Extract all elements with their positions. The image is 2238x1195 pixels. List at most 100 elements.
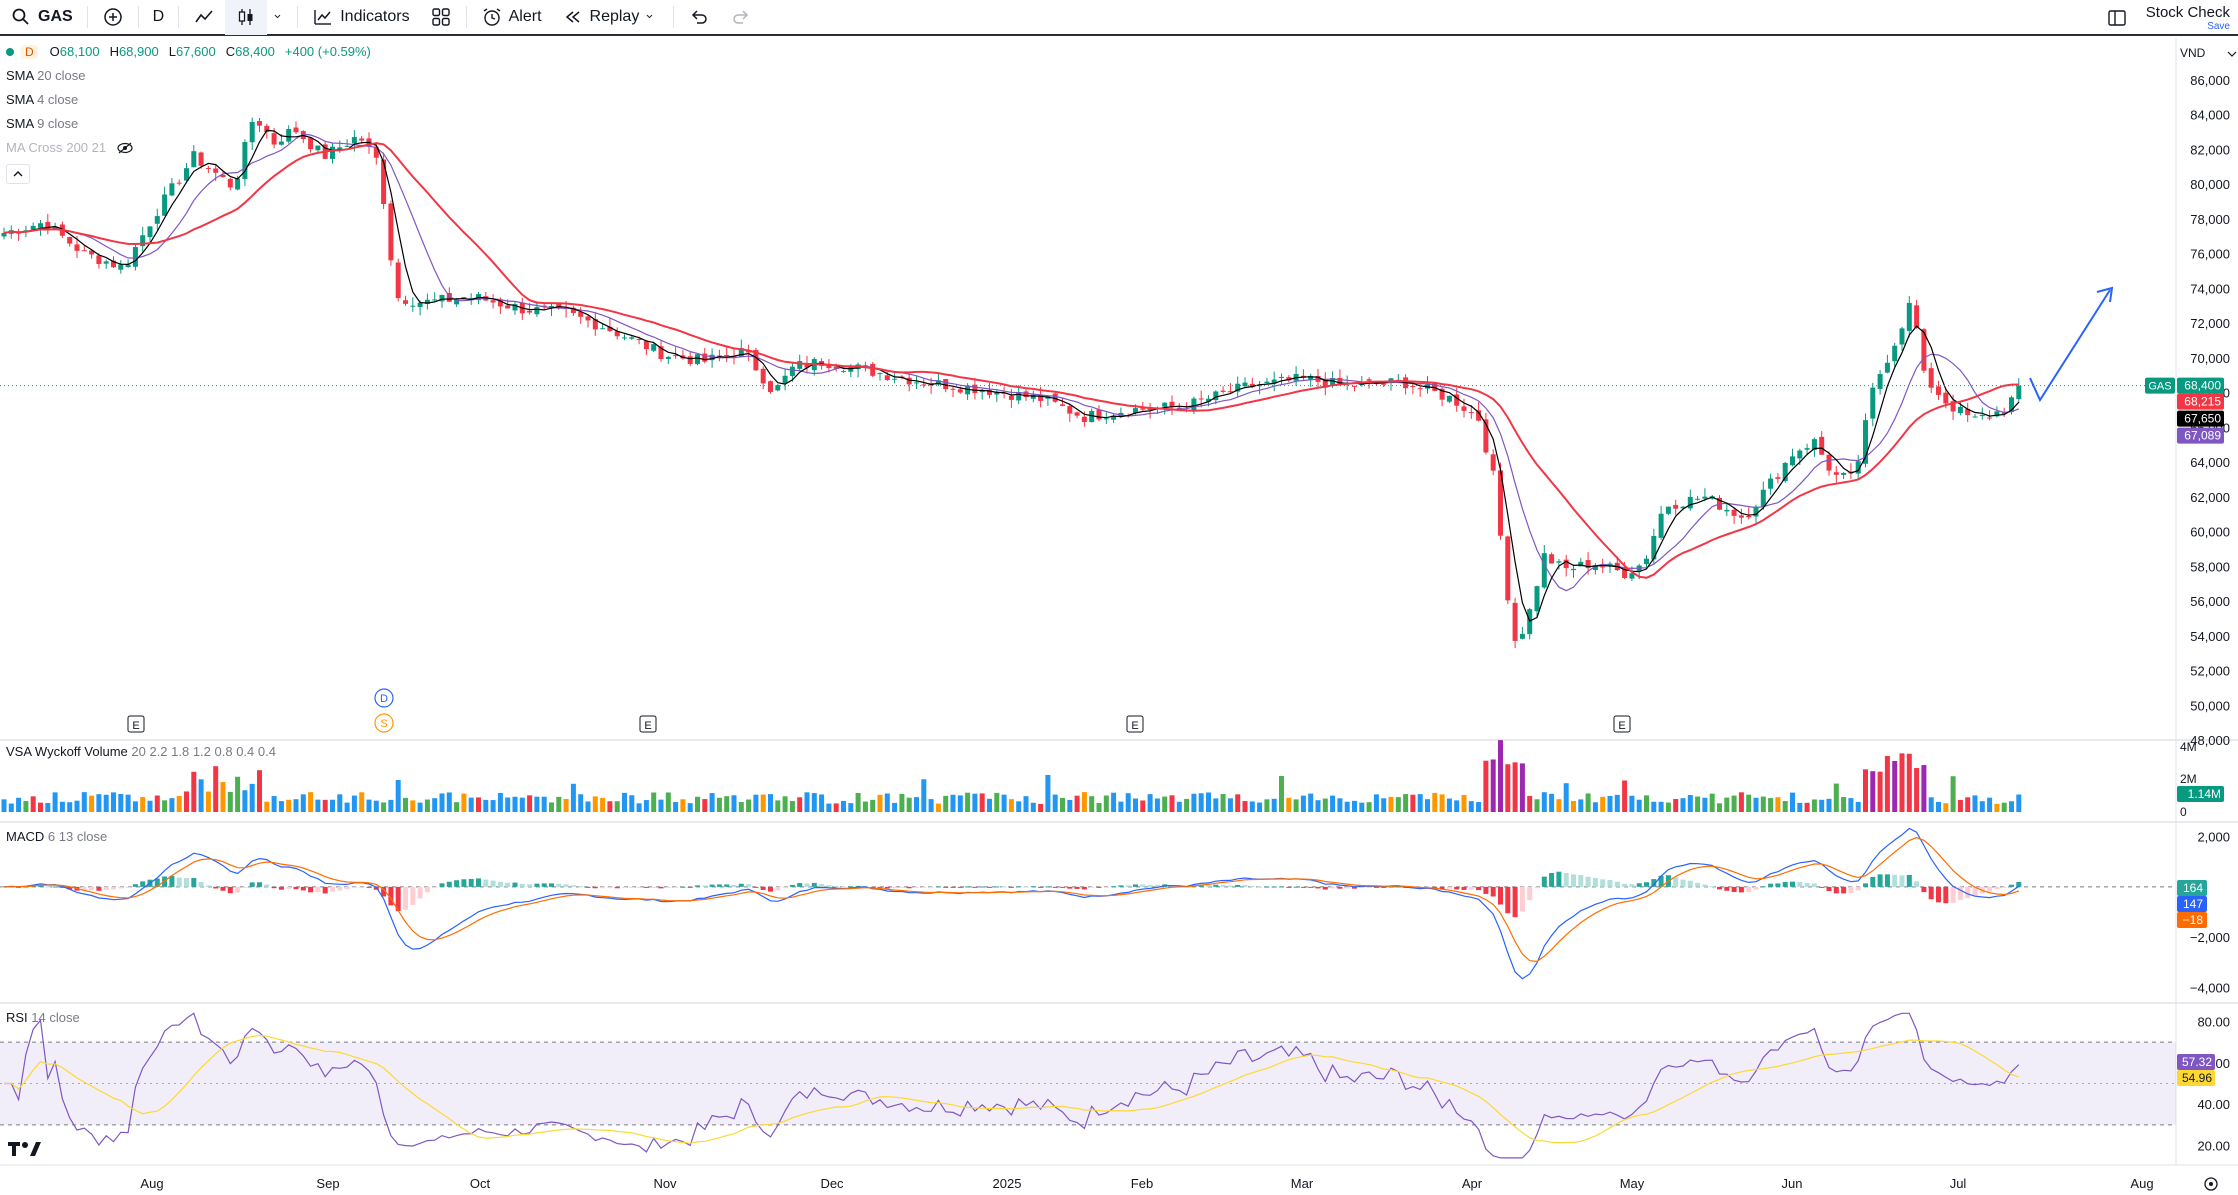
candle-body — [950, 388, 956, 390]
volume-bar — [2016, 794, 2022, 812]
study-params: 4 close — [37, 92, 79, 107]
candle-body — [1841, 472, 1847, 475]
candle-body — [1819, 436, 1825, 455]
candle-body — [841, 370, 846, 372]
volume-bar — [541, 796, 547, 812]
layout-select-button[interactable] — [2102, 0, 2132, 36]
candle-body — [373, 146, 379, 158]
macd-histogram-bar — [220, 886, 226, 891]
macd-histogram-bar — [424, 886, 430, 893]
replay-button[interactable]: Replay — [552, 0, 670, 35]
study-legend-sma4[interactable]: SMA 4 close — [6, 92, 78, 107]
candle-body — [1760, 489, 1766, 507]
macd-histogram-bar — [1118, 885, 1124, 887]
candle-body — [1870, 387, 1876, 419]
candle-body — [1162, 402, 1168, 407]
candle-body — [1687, 496, 1693, 509]
chart-type-dropdown[interactable] — [267, 0, 293, 35]
volume-bar — [549, 802, 554, 812]
volume-bar — [1695, 796, 1701, 812]
macd-histogram-bar — [1257, 886, 1263, 888]
macd-histogram-bar — [1673, 877, 1679, 887]
candle-body — [592, 319, 598, 330]
price-tick-label: 80,000 — [2190, 177, 2230, 192]
candle-body — [965, 385, 971, 395]
candle-body — [1979, 415, 1985, 417]
volume-bar — [1790, 792, 1795, 812]
candle-body — [1746, 515, 1752, 518]
volume-bar — [1724, 797, 1730, 812]
volume-bar — [249, 783, 255, 812]
volume-bar — [198, 779, 204, 812]
macd-histogram-bar — [1527, 886, 1533, 901]
volume-bar — [103, 794, 109, 812]
macd-histogram-bar — [1206, 885, 1211, 887]
macd-histogram-bar — [1906, 874, 1912, 887]
candle-body — [220, 174, 226, 177]
study-legend-sma9[interactable]: SMA 9 close — [6, 116, 78, 131]
time-axis-label: Dec — [820, 1176, 844, 1191]
interval-button[interactable]: D — [143, 0, 175, 35]
redo-button[interactable] — [720, 0, 762, 35]
macd-histogram-bar — [614, 886, 620, 889]
time-axis-label: Aug — [140, 1176, 163, 1191]
macd-histogram-bar — [1, 886, 7, 888]
macd-histogram-bar — [1921, 886, 1927, 893]
last-price-tag: 68,400 — [2184, 379, 2221, 393]
macd-histogram-bar — [1578, 874, 1584, 887]
tradingview-logo-icon[interactable] — [8, 1140, 42, 1164]
volume-bar — [118, 793, 124, 812]
volume-bar — [753, 794, 759, 812]
candle-body — [709, 354, 715, 361]
macd-histogram-bar — [278, 886, 284, 890]
compare-button[interactable] — [92, 0, 134, 35]
templates-button[interactable] — [420, 0, 462, 35]
candle-body — [921, 384, 927, 386]
volume-bar — [1768, 798, 1774, 812]
layout-name-button[interactable]: Stock Check Save — [2146, 5, 2230, 32]
collapse-legend-button[interactable] — [6, 164, 30, 184]
volume-bar — [213, 766, 219, 812]
volume-bar — [855, 792, 861, 812]
volume-bar — [257, 770, 262, 812]
volume-bar — [439, 793, 445, 812]
macd-histogram-bar — [1972, 886, 1978, 896]
symbol-search[interactable]: GAS — [0, 0, 83, 35]
study-params: 200 21 — [66, 140, 107, 155]
macd-value-tag: 147 — [2183, 897, 2203, 911]
macd-value-tag: 164 — [2183, 881, 2203, 895]
earnings-marker-icon — [1126, 715, 1144, 733]
study-legend-ma-cross[interactable]: MA Cross 200 21 — [6, 140, 134, 155]
macd-pane-title[interactable]: MACD 6 13 close — [6, 829, 107, 844]
earnings-marker-label: E — [644, 720, 651, 732]
rsi-pane-title[interactable]: RSI 14 close — [6, 1010, 80, 1025]
chart-canvas[interactable]: 86,000 84,000 82,000 80,000 78,000 76,000 74,0… — [0, 38, 2238, 1195]
macd-histogram-bar — [1629, 884, 1635, 887]
volume-bar — [658, 799, 664, 812]
indicators-button[interactable]: Indicators — [302, 0, 419, 35]
macd-histogram-bar — [432, 886, 438, 888]
candle-body — [293, 127, 299, 133]
candle-body — [797, 361, 803, 369]
volume-bar — [1841, 796, 1847, 812]
volume-pane-title[interactable]: VSA Wyckoff Volume 20 2.2 1.8 1.2 0.8 0.… — [6, 744, 276, 759]
macd-histogram-bar — [1461, 886, 1467, 890]
alert-button[interactable]: Alert — [471, 0, 552, 35]
volume-bar — [1622, 780, 1628, 812]
line-chart-icon — [195, 10, 213, 23]
candles-style-button[interactable] — [225, 0, 268, 35]
macd-histogram-bar — [768, 886, 773, 892]
eye-hidden-icon[interactable] — [116, 141, 134, 155]
macd-histogram-bar — [1220, 884, 1226, 887]
indicators-icon — [314, 10, 332, 25]
study-legend-sma20[interactable]: SMA 20 close — [6, 68, 86, 83]
macd-histogram-bar — [45, 886, 51, 888]
macd-histogram-bar — [797, 883, 803, 887]
undo-button[interactable] — [678, 0, 720, 35]
volume-bar — [585, 801, 591, 812]
candle-body — [862, 365, 868, 367]
candle-body — [1987, 417, 1993, 419]
candle-body — [424, 299, 430, 305]
line-style-button[interactable] — [183, 0, 225, 35]
candle-body — [1775, 477, 1781, 479]
